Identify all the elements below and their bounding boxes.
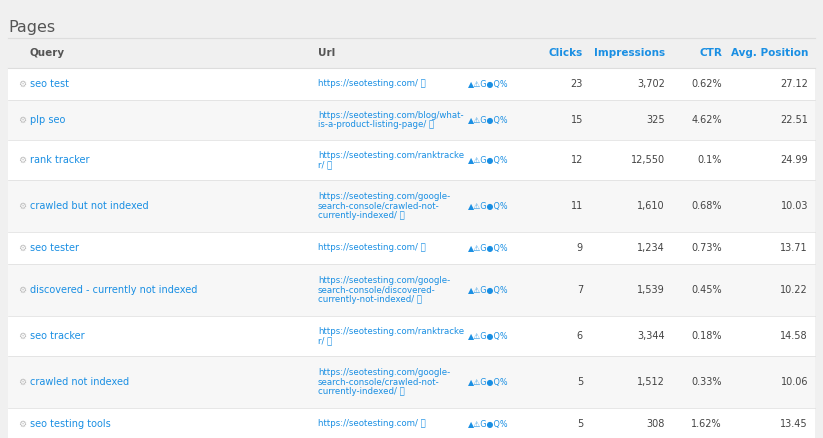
Text: 12: 12 — [570, 155, 583, 165]
Text: ⚙: ⚙ — [18, 155, 26, 165]
Text: CTR: CTR — [699, 48, 722, 58]
Text: 0.1%: 0.1% — [698, 155, 722, 165]
Text: ⚙: ⚙ — [18, 378, 26, 386]
Text: plp seo: plp seo — [30, 115, 65, 125]
Text: ⚙: ⚙ — [18, 201, 26, 211]
Text: 22.51: 22.51 — [780, 115, 808, 125]
Text: 13.45: 13.45 — [780, 419, 808, 429]
Text: ⚙: ⚙ — [18, 80, 26, 88]
Text: ⚙: ⚙ — [18, 244, 26, 252]
Text: 3,344: 3,344 — [637, 331, 665, 341]
Text: 0.62%: 0.62% — [691, 79, 722, 89]
Text: seo tracker: seo tracker — [30, 331, 85, 341]
Text: 0.73%: 0.73% — [691, 243, 722, 253]
Text: seo testing tools: seo testing tools — [30, 419, 111, 429]
Text: ▲⚠G●Q%: ▲⚠G●Q% — [468, 244, 509, 252]
Text: 27.12: 27.12 — [780, 79, 808, 89]
Text: crawled not indexed: crawled not indexed — [30, 377, 129, 387]
Text: ▲⚠G●Q%: ▲⚠G●Q% — [468, 420, 509, 428]
Text: ▲⚠G●Q%: ▲⚠G●Q% — [468, 332, 509, 340]
Text: discovered - currently not indexed: discovered - currently not indexed — [30, 285, 198, 295]
Text: Url: Url — [318, 48, 335, 58]
Bar — [8, 264, 815, 316]
Bar — [8, 232, 815, 264]
Text: https://seotesting.com/ ⧉: https://seotesting.com/ ⧉ — [318, 80, 425, 88]
Text: 10.22: 10.22 — [780, 285, 808, 295]
Text: seo test: seo test — [30, 79, 69, 89]
Text: r/ ⧉: r/ ⧉ — [318, 160, 332, 169]
Text: 24.99: 24.99 — [780, 155, 808, 165]
Bar — [8, 356, 815, 408]
Text: https://seotesting.com/google-: https://seotesting.com/google- — [318, 368, 450, 377]
Text: search-console/crawled-not-: search-console/crawled-not- — [318, 201, 439, 211]
Text: 325: 325 — [646, 115, 665, 125]
Text: 0.68%: 0.68% — [691, 201, 722, 211]
Bar — [8, 316, 815, 356]
Bar — [8, 180, 815, 232]
Text: 15: 15 — [570, 115, 583, 125]
Text: crawled but not indexed: crawled but not indexed — [30, 201, 149, 211]
Text: 23: 23 — [570, 79, 583, 89]
Text: 9: 9 — [577, 243, 583, 253]
Text: https://seotesting.com/ ⧉: https://seotesting.com/ ⧉ — [318, 244, 425, 252]
Text: 14.58: 14.58 — [780, 331, 808, 341]
Bar — [8, 140, 815, 180]
Text: ▲⚠G●Q%: ▲⚠G●Q% — [468, 155, 509, 165]
Text: ▲⚠G●Q%: ▲⚠G●Q% — [468, 116, 509, 124]
Text: Impressions: Impressions — [594, 48, 665, 58]
Text: search-console/discovered-: search-console/discovered- — [318, 286, 435, 294]
Text: 0.45%: 0.45% — [691, 285, 722, 295]
Text: Pages: Pages — [8, 20, 55, 35]
Text: 3,702: 3,702 — [637, 79, 665, 89]
Text: 0.18%: 0.18% — [691, 331, 722, 341]
Text: ⚙: ⚙ — [18, 116, 26, 124]
Text: Avg. Position: Avg. Position — [731, 48, 808, 58]
Text: Query: Query — [30, 48, 65, 58]
Text: https://seotesting.com/ ⧉: https://seotesting.com/ ⧉ — [318, 420, 425, 428]
Text: search-console/crawled-not-: search-console/crawled-not- — [318, 378, 439, 386]
Text: 4.62%: 4.62% — [691, 115, 722, 125]
Text: currently-not-indexed/ ⧉: currently-not-indexed/ ⧉ — [318, 295, 422, 304]
Text: 1,512: 1,512 — [637, 377, 665, 387]
Text: 10.06: 10.06 — [780, 377, 808, 387]
Text: 1,539: 1,539 — [637, 285, 665, 295]
Text: https://seotesting.com/ranktracke: https://seotesting.com/ranktracke — [318, 327, 464, 336]
Text: ▲⚠G●Q%: ▲⚠G●Q% — [468, 286, 509, 294]
Text: currently-indexed/ ⧉: currently-indexed/ ⧉ — [318, 211, 405, 220]
Bar — [8, 68, 815, 100]
Text: ▲⚠G●Q%: ▲⚠G●Q% — [468, 80, 509, 88]
Text: 10.03: 10.03 — [780, 201, 808, 211]
Text: ⚙: ⚙ — [18, 420, 26, 428]
Bar — [8, 408, 815, 438]
Text: currently-indexed/ ⧉: currently-indexed/ ⧉ — [318, 387, 405, 396]
Text: https://seotesting.com/google-: https://seotesting.com/google- — [318, 192, 450, 201]
Bar — [8, 100, 815, 140]
Text: is-a-product-listing-page/ ⧉: is-a-product-listing-page/ ⧉ — [318, 120, 434, 129]
Text: 1.62%: 1.62% — [691, 419, 722, 429]
Text: ▲⚠G●Q%: ▲⚠G●Q% — [468, 378, 509, 386]
Text: rank tracker: rank tracker — [30, 155, 90, 165]
Text: 0.33%: 0.33% — [691, 377, 722, 387]
Bar — [8, 38, 815, 68]
Text: r/ ⧉: r/ ⧉ — [318, 336, 332, 345]
Text: seo tester: seo tester — [30, 243, 79, 253]
Text: 308: 308 — [647, 419, 665, 429]
Text: ⚙: ⚙ — [18, 286, 26, 294]
Text: ⚙: ⚙ — [18, 332, 26, 340]
Text: 6: 6 — [577, 331, 583, 341]
Text: 11: 11 — [570, 201, 583, 211]
Text: https://seotesting.com/google-: https://seotesting.com/google- — [318, 276, 450, 285]
Text: 1,234: 1,234 — [637, 243, 665, 253]
Text: 1,610: 1,610 — [637, 201, 665, 211]
Text: Clicks: Clicks — [549, 48, 583, 58]
Text: https://seotesting.com/ranktracke: https://seotesting.com/ranktracke — [318, 151, 464, 160]
Text: 5: 5 — [577, 419, 583, 429]
Text: 5: 5 — [577, 377, 583, 387]
Text: https://seotesting.com/blog/what-: https://seotesting.com/blog/what- — [318, 111, 463, 120]
Text: 13.71: 13.71 — [780, 243, 808, 253]
Text: 12,550: 12,550 — [631, 155, 665, 165]
Text: 7: 7 — [577, 285, 583, 295]
Text: ▲⚠G●Q%: ▲⚠G●Q% — [468, 201, 509, 211]
